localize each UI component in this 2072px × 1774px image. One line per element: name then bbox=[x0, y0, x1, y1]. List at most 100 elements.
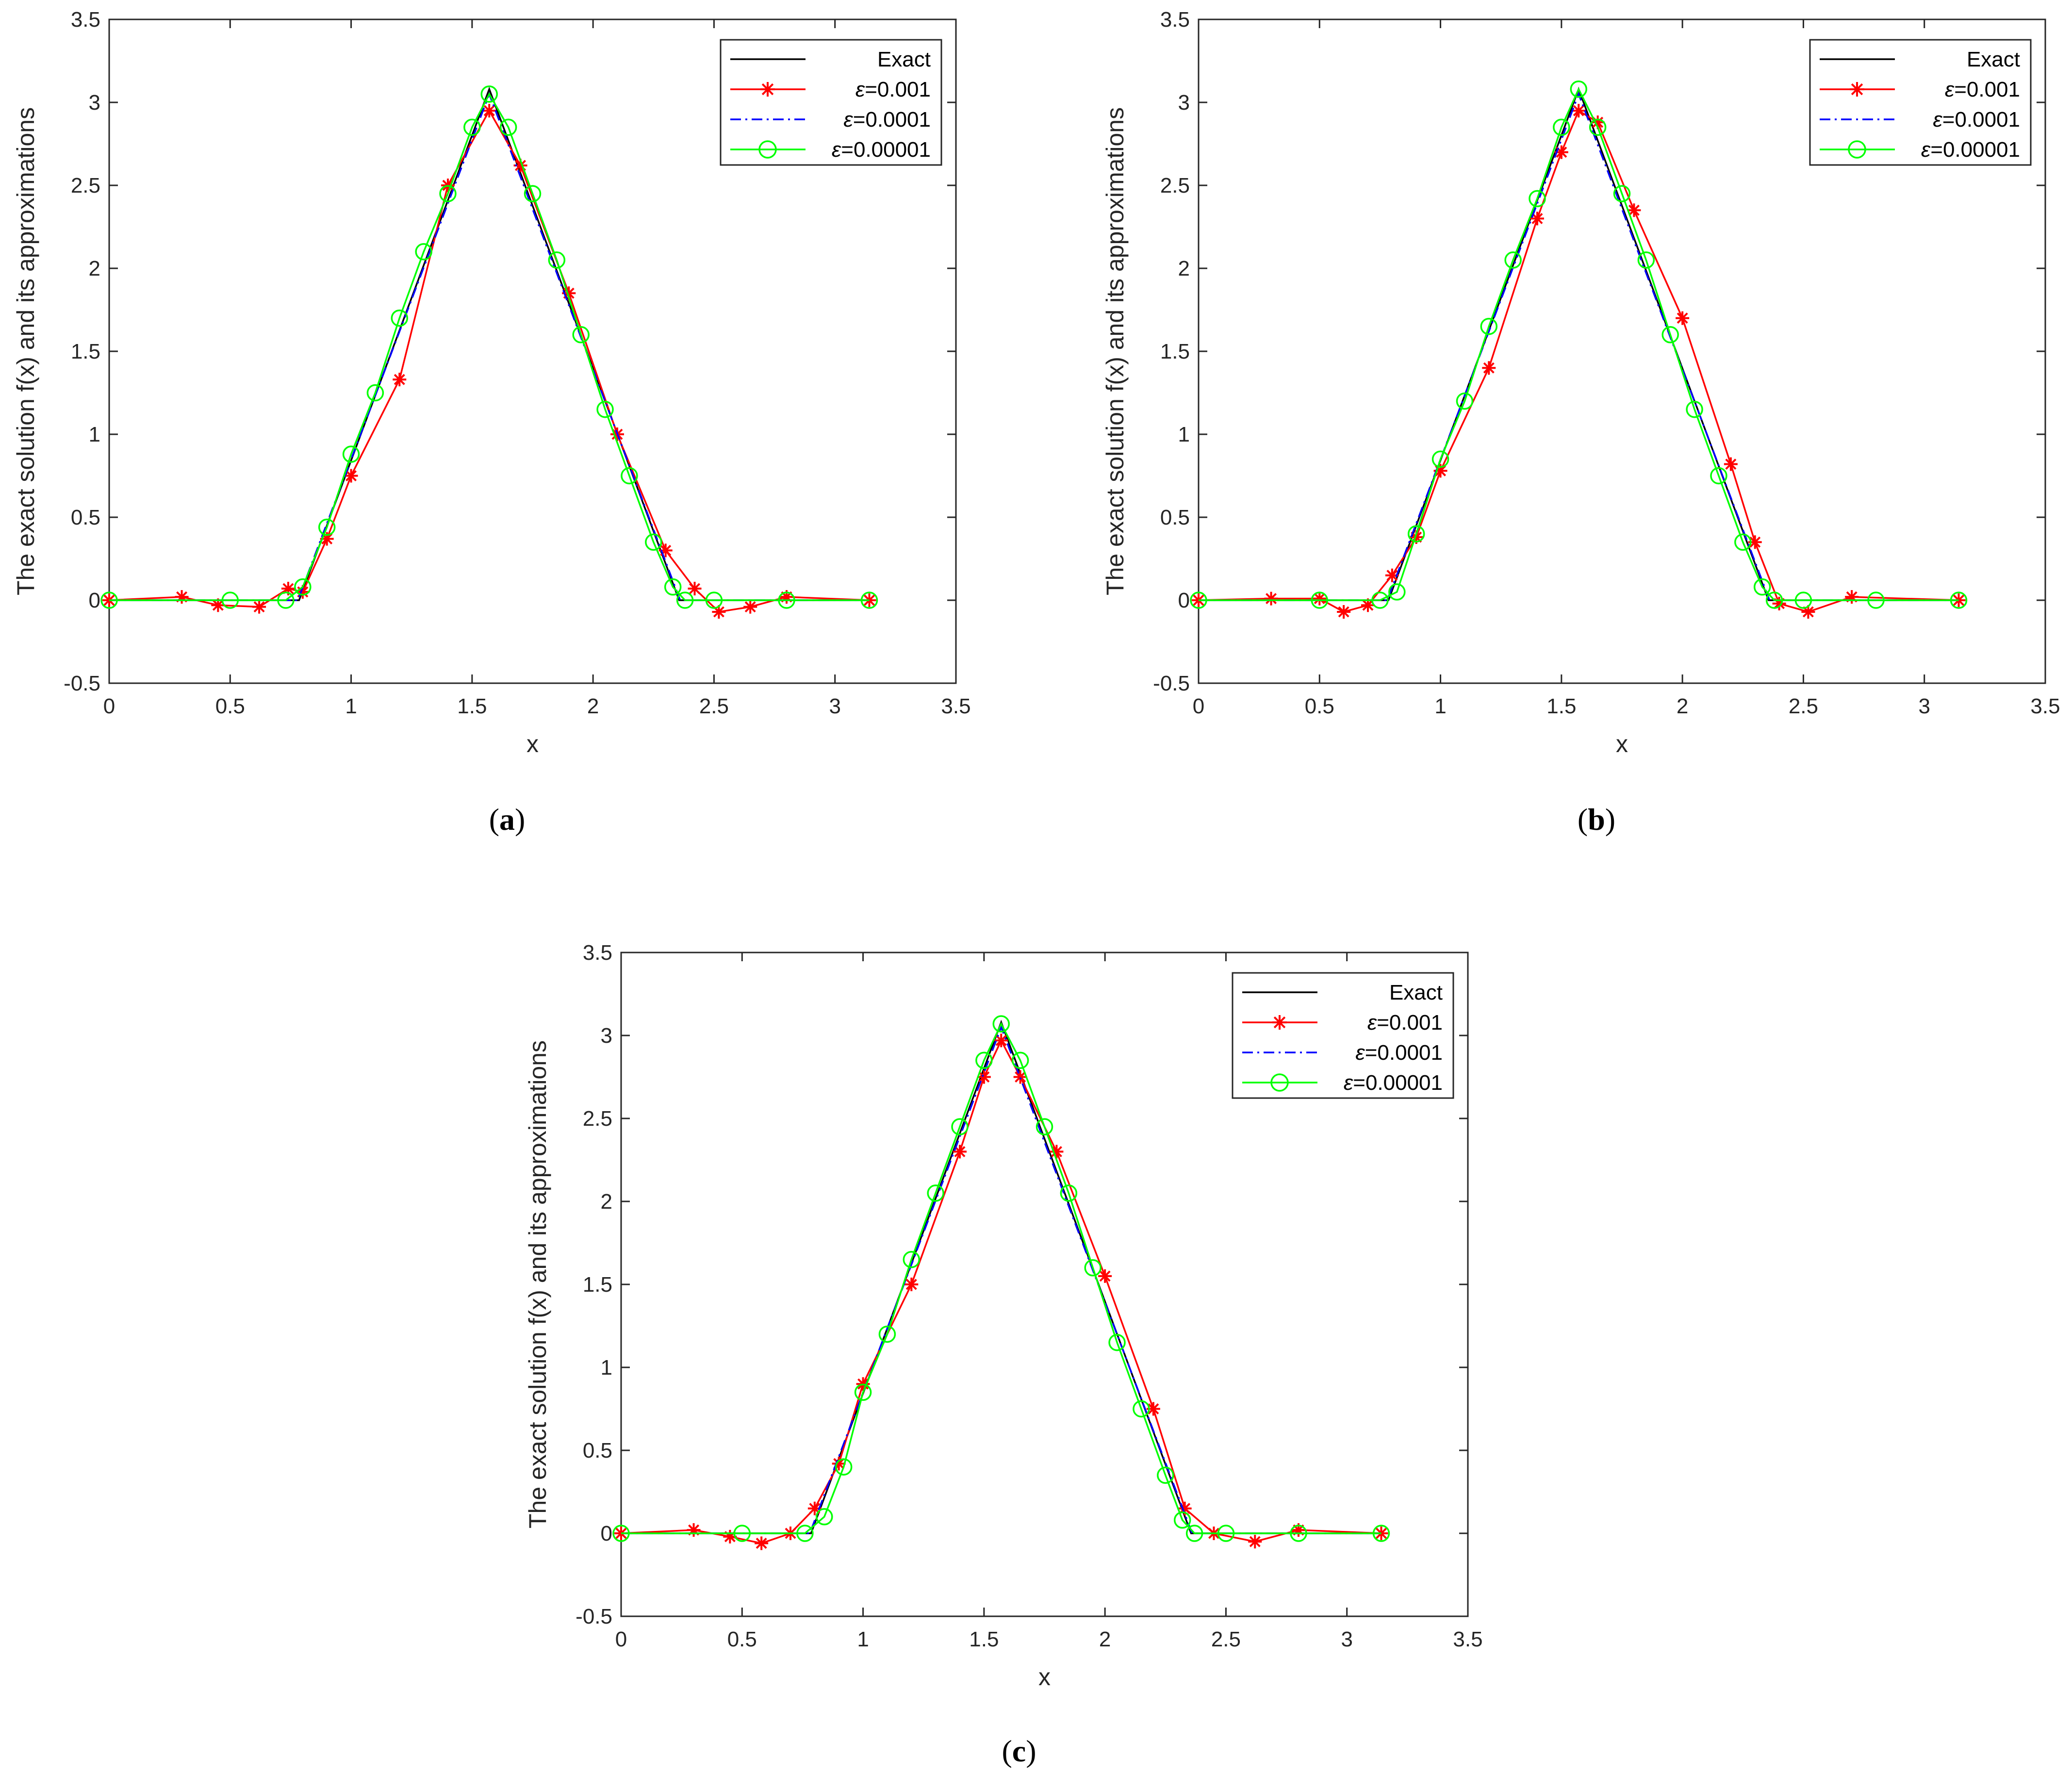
data-point-star bbox=[994, 1034, 1008, 1048]
data-point-star bbox=[1292, 1523, 1305, 1537]
data-point-star bbox=[743, 600, 757, 614]
legend-marker-circle bbox=[758, 140, 777, 159]
data-point-star bbox=[832, 1457, 846, 1471]
data-point-star bbox=[1098, 1269, 1112, 1283]
y-axis-label: The exact solution f(x) and its approxim… bbox=[524, 1040, 551, 1528]
data-point-star bbox=[755, 1536, 769, 1550]
series-4 bbox=[1190, 80, 1968, 609]
legend-value: =0.001 bbox=[1954, 78, 2020, 101]
data-point-star bbox=[688, 582, 702, 596]
legend-value: Exact bbox=[877, 48, 931, 71]
x-tick-label: 3 bbox=[1341, 1627, 1352, 1651]
data-point-star bbox=[1409, 530, 1423, 544]
y-tick-label: -0.5 bbox=[576, 1605, 612, 1628]
legend-value: Exact bbox=[1967, 48, 2020, 71]
data-point-circle bbox=[366, 384, 384, 402]
data-point-circle bbox=[1217, 1525, 1235, 1542]
data-point-star bbox=[1554, 145, 1568, 159]
x-tick-label: 3 bbox=[829, 694, 840, 718]
legend-marker-star bbox=[1850, 82, 1864, 97]
data-point-star bbox=[1748, 535, 1762, 549]
caption-letter: b bbox=[1588, 802, 1605, 837]
data-point-star bbox=[252, 600, 266, 614]
caption-close: ) bbox=[1026, 1734, 1036, 1768]
data-point-star bbox=[1724, 457, 1738, 471]
y-tick-label: 0.5 bbox=[1160, 506, 1190, 529]
x-axis-label: x bbox=[526, 730, 539, 757]
data-point-circle bbox=[415, 243, 432, 261]
legend-marker-star bbox=[760, 82, 775, 97]
data-point-circle bbox=[975, 1051, 993, 1069]
data-point-circle bbox=[1173, 1511, 1191, 1529]
data-point-circle bbox=[705, 591, 723, 609]
data-point-circle bbox=[612, 1525, 630, 1542]
data-point-star bbox=[1433, 464, 1447, 478]
data-point-circle bbox=[596, 400, 614, 418]
x-tick-label: 2 bbox=[1099, 1627, 1111, 1651]
x-tick-label: 0 bbox=[1193, 694, 1204, 718]
data-point-star bbox=[562, 286, 576, 300]
data-point-circle bbox=[1311, 591, 1329, 609]
y-tick-label: 2.5 bbox=[71, 174, 100, 197]
y-axis-label: The exact solution f(x) and its approxim… bbox=[1102, 107, 1129, 595]
data-point-star bbox=[482, 104, 496, 118]
x-tick-label: 0 bbox=[103, 694, 115, 718]
legend-epsilon: ε bbox=[1921, 138, 1931, 162]
x-axis-label: x bbox=[1038, 1663, 1051, 1691]
data-point-circle bbox=[621, 467, 638, 485]
data-point-circle bbox=[499, 118, 517, 136]
data-point-star bbox=[1337, 605, 1351, 619]
y-tick-label: 3 bbox=[601, 1024, 612, 1048]
data-point-circle bbox=[1553, 118, 1570, 136]
data-point-circle bbox=[1529, 190, 1546, 208]
data-point-circle bbox=[1661, 326, 1679, 344]
legend-epsilon: ε bbox=[1945, 78, 1955, 101]
x-tick-label: 0.5 bbox=[215, 694, 245, 718]
legend-label: ε=0.00001 bbox=[832, 138, 931, 162]
data-point-circle bbox=[796, 1525, 814, 1542]
data-point-circle bbox=[572, 326, 590, 344]
y-tick-label: 0.5 bbox=[583, 1439, 612, 1462]
y-tick-label: 2.5 bbox=[583, 1107, 612, 1131]
data-point-star bbox=[1361, 598, 1375, 612]
data-point-circle bbox=[854, 1383, 872, 1401]
data-point-circle bbox=[1185, 1525, 1203, 1542]
data-point-circle bbox=[391, 309, 409, 327]
legend-label: ε=0.00001 bbox=[1921, 138, 2020, 162]
legend-label: ε=0.001 bbox=[1945, 78, 2020, 101]
data-point-star bbox=[1264, 591, 1278, 606]
data-point-circle bbox=[221, 591, 239, 609]
caption-open: ( bbox=[1578, 802, 1588, 837]
panel-caption: (c) bbox=[1002, 1734, 1036, 1768]
data-point-circle bbox=[733, 1525, 751, 1542]
legend-label: ε=0.001 bbox=[1367, 1011, 1443, 1035]
legend-value: =0.00001 bbox=[1930, 138, 2020, 162]
legend-label: ε=0.00001 bbox=[1344, 1071, 1443, 1095]
legend-label: ε=0.0001 bbox=[843, 108, 931, 131]
data-point-circle bbox=[1108, 1333, 1126, 1351]
legend-label: ε=0.0001 bbox=[1933, 108, 2020, 131]
x-tick-label: 3.5 bbox=[2030, 694, 2060, 718]
data-point-circle bbox=[835, 1458, 853, 1476]
caption-letter: c bbox=[1012, 1734, 1026, 1768]
caption-letter: a bbox=[499, 802, 515, 837]
legend-marker-circle bbox=[1270, 1073, 1289, 1092]
data-point-circle bbox=[1504, 251, 1522, 269]
data-point-star bbox=[977, 1070, 991, 1084]
data-point-circle bbox=[1290, 1525, 1307, 1542]
data-point-star bbox=[1530, 212, 1544, 226]
legend-label: ε=0.0001 bbox=[1355, 1041, 1443, 1065]
y-tick-label: 1.5 bbox=[583, 1273, 612, 1297]
data-point-circle bbox=[1734, 533, 1752, 551]
data-point-circle bbox=[878, 1325, 896, 1343]
y-tick-label: -0.5 bbox=[1153, 672, 1190, 695]
data-point-star bbox=[780, 590, 793, 604]
data-point-circle bbox=[1589, 118, 1607, 136]
data-point-star bbox=[1772, 596, 1786, 610]
data-point-circle bbox=[1407, 525, 1425, 542]
data-point-circle bbox=[1686, 400, 1703, 418]
caption-open: ( bbox=[1002, 1734, 1012, 1768]
data-point-circle bbox=[1157, 1466, 1174, 1484]
legend-value: =0.0001 bbox=[853, 108, 931, 131]
